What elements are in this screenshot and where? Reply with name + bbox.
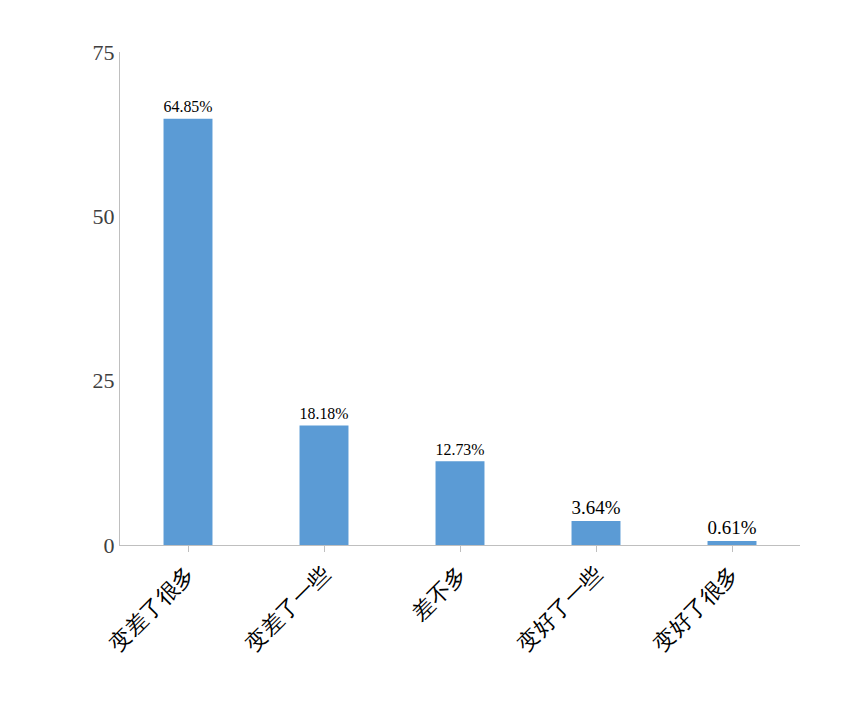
svg-text:0: 0 <box>104 533 115 558</box>
svg-text:变差了一些: 变差了一些 <box>240 561 335 656</box>
svg-text:0.61%: 0.61% <box>708 517 757 538</box>
svg-text:25: 25 <box>93 368 115 393</box>
svg-text:3.64%: 3.64% <box>572 497 621 518</box>
svg-text:18.18%: 18.18% <box>300 405 349 422</box>
svg-text:64.85%: 64.85% <box>164 98 213 115</box>
svg-text:差不多: 差不多 <box>407 561 471 625</box>
svg-text:12.73%: 12.73% <box>436 441 485 458</box>
svg-text:变好了很多: 变好了很多 <box>648 561 743 656</box>
svg-text:75: 75 <box>93 40 115 65</box>
svg-text:50: 50 <box>93 204 115 229</box>
svg-text:变差了很多: 变差了很多 <box>104 561 199 656</box>
svg-text:变好了一些: 变好了一些 <box>512 561 607 656</box>
